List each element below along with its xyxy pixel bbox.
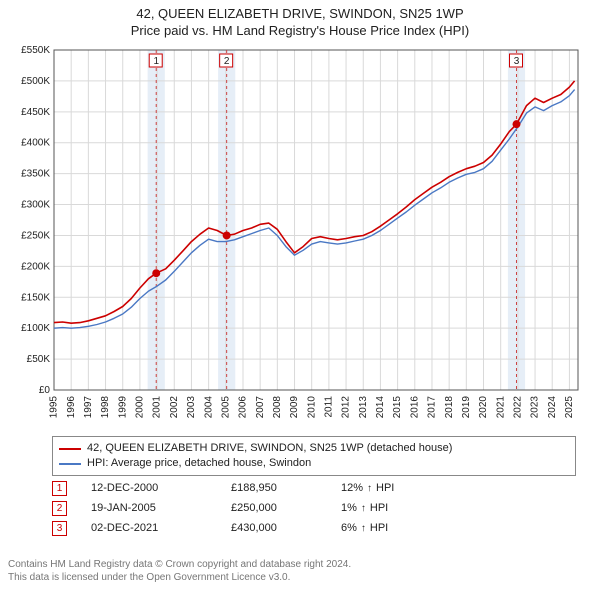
svg-text:2022: 2022 [513,396,524,419]
svg-text:2009: 2009 [289,396,300,419]
svg-text:2003: 2003 [186,396,197,419]
svg-text:2006: 2006 [238,396,249,419]
svg-text:2001: 2001 [152,396,163,419]
svg-text:1: 1 [153,56,159,67]
event-marker: 3 [52,521,67,536]
footer-line2: This data is licensed under the Open Gov… [8,571,592,584]
svg-text:3: 3 [514,56,520,67]
arrow-up-icon: ↑ [367,483,372,494]
svg-text:2008: 2008 [272,396,283,419]
footer-line1: Contains HM Land Registry data © Crown c… [8,558,592,571]
legend-row: HPI: Average price, detached house, Swin… [59,456,569,471]
event-price: £430,000 [231,522,341,534]
chart: £0 £50K £100K £150K £200K £250K £300K £350K £400… [8,44,592,430]
svg-text:£0: £0 [39,385,51,396]
arrow-up-icon: ↑ [361,523,366,534]
footer: Contains HM Land Registry data © Crown c… [8,558,592,584]
event-delta: 6%↑HPI [341,522,451,534]
svg-text:2025: 2025 [564,396,575,419]
legend-label: HPI: Average price, detached house, Swin… [87,456,311,471]
svg-text:2017: 2017 [427,396,438,419]
titles: 42, QUEEN ELIZABETH DRIVE, SWINDON, SN25… [0,0,600,38]
svg-text:2010: 2010 [306,396,317,419]
svg-text:1999: 1999 [117,396,128,419]
svg-text:2013: 2013 [358,396,369,419]
legend-row: 42, QUEEN ELIZABETH DRIVE, SWINDON, SN25… [59,441,569,456]
svg-text:£250K: £250K [21,230,50,241]
event-delta: 12%↑HPI [341,482,451,494]
arrow-up-icon: ↑ [361,503,366,514]
svg-text:2019: 2019 [461,396,472,419]
svg-text:2014: 2014 [375,396,386,419]
event-date: 19-JAN-2005 [91,502,231,514]
title-subtitle: Price paid vs. HM Land Registry's House … [0,23,600,38]
svg-text:2011: 2011 [324,396,335,418]
svg-text:2021: 2021 [495,396,506,419]
event-price: £250,000 [231,502,341,514]
svg-text:2: 2 [224,56,230,67]
svg-text:£300K: £300K [21,200,50,211]
svg-text:2000: 2000 [135,396,146,419]
svg-text:£50K: £50K [27,354,51,365]
legend-label: 42, QUEEN ELIZABETH DRIVE, SWINDON, SN25… [87,441,452,456]
svg-text:£350K: £350K [21,169,50,180]
svg-text:£200K: £200K [21,261,50,272]
svg-text:£550K: £550K [21,45,50,56]
svg-text:2007: 2007 [255,396,266,419]
svg-text:£400K: £400K [21,138,50,149]
svg-text:2002: 2002 [169,396,180,419]
svg-text:1998: 1998 [100,396,111,419]
event-marker: 2 [52,501,67,516]
svg-text:2015: 2015 [392,396,403,419]
event-marker: 1 [52,481,67,496]
chart-container: 42, QUEEN ELIZABETH DRIVE, SWINDON, SN25… [0,0,600,590]
legend: 42, QUEEN ELIZABETH DRIVE, SWINDON, SN25… [52,436,576,476]
svg-text:2012: 2012 [341,396,352,419]
svg-text:2023: 2023 [530,396,541,419]
svg-text:2018: 2018 [444,396,455,419]
event-table: 1 12-DEC-2000£188,95012%↑HPI 2 19-JAN-2005£… [52,478,562,538]
legend-swatch [59,463,81,465]
svg-text:2024: 2024 [547,396,558,419]
svg-text:2020: 2020 [478,396,489,419]
svg-text:1996: 1996 [66,396,77,419]
svg-text:2005: 2005 [220,396,231,419]
svg-text:£150K: £150K [21,292,50,303]
svg-text:£450K: £450K [21,107,50,118]
svg-text:£500K: £500K [21,76,50,87]
svg-text:2016: 2016 [409,396,420,419]
svg-text:2004: 2004 [203,396,214,419]
svg-text:1997: 1997 [83,396,94,419]
event-date: 02-DEC-2021 [91,522,231,534]
event-row: 2 19-JAN-2005£250,0001%↑HPI [52,498,562,518]
svg-text:1995: 1995 [49,396,60,419]
event-price: £188,950 [231,482,341,494]
event-delta: 1%↑HPI [341,502,451,514]
title-address: 42, QUEEN ELIZABETH DRIVE, SWINDON, SN25… [0,6,600,21]
legend-swatch [59,448,81,450]
event-row: 1 12-DEC-2000£188,95012%↑HPI [52,478,562,498]
event-row: 3 02-DEC-2021£430,0006%↑HPI [52,518,562,538]
event-date: 12-DEC-2000 [91,482,231,494]
svg-text:£100K: £100K [21,323,50,334]
